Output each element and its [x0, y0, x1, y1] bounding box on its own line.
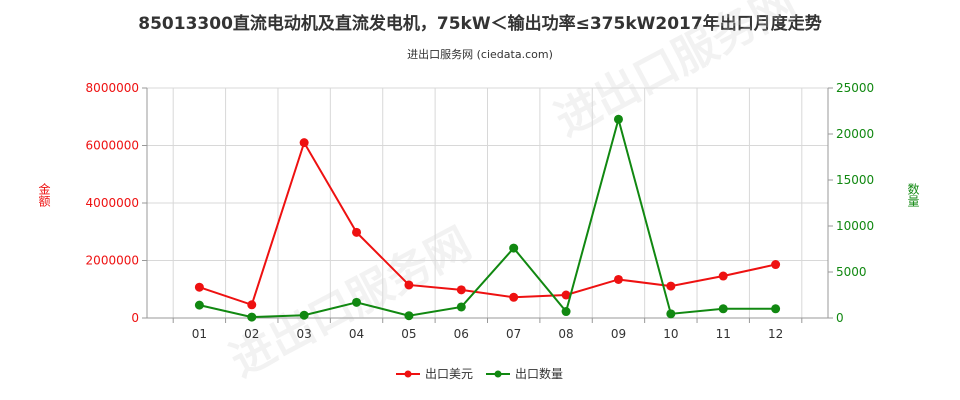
y-left-tick-label: 8000000: [86, 81, 139, 95]
axes-layer: 0 2000000 4000000 6000000 8000000 0 5000 10000 1…: [37, 81, 920, 341]
series-layer: [194, 114, 781, 322]
series-2-point: [771, 304, 781, 314]
series-2-point: [666, 309, 676, 319]
y-right-tick-label: 15000: [836, 173, 874, 187]
legend-swatch-dot: [404, 370, 412, 378]
x-tick-label: 07: [506, 327, 521, 341]
svg-text:进出口服务网: 进出口服务网: [547, 0, 804, 146]
y-right-tick-label: 20000: [836, 127, 874, 141]
chart-subtitle: 进出口服务网 (ciedata.com): [407, 48, 553, 61]
series-1-point: [247, 300, 257, 310]
y-left-tick-label: 0: [131, 311, 139, 325]
series-1-point: [771, 260, 781, 270]
series-2-point: [352, 297, 362, 307]
x-tick-label: 04: [349, 327, 364, 341]
y-left-tick-label: 4000000: [86, 196, 139, 210]
x-tick-label: 12: [768, 327, 783, 341]
series-2-point: [404, 311, 414, 321]
series-line-1: [199, 140, 776, 307]
series-2-point: [718, 304, 728, 314]
x-tick-label: 09: [611, 327, 626, 341]
grid-layer: [147, 87, 828, 319]
legend-swatch-dot: [494, 370, 502, 378]
y-right-tick-label: 5000: [836, 265, 867, 279]
series-2-point: [247, 312, 257, 322]
series-1-point: [561, 290, 571, 300]
y-right-axis-title: 数量: [906, 182, 920, 207]
series-1-point: [404, 280, 414, 290]
x-tick-label: 03: [297, 327, 312, 341]
series-1-point: [456, 285, 466, 295]
y-right-tick-label: 10000: [836, 219, 874, 233]
x-tick-label: 11: [716, 327, 731, 341]
svg-text:进出口服务网: 进出口服务网: [222, 218, 479, 387]
series-line-2: [199, 115, 776, 319]
chart-title: 85013300直流电动机及直流发电机，75kW＜输出功率≤375kW2017年…: [138, 14, 822, 34]
x-tick-label: 06: [454, 327, 469, 341]
series-1-point: [613, 274, 623, 284]
legend-label: 出口美元: [425, 367, 473, 381]
series-2-point: [299, 310, 309, 320]
x-tick-label: 10: [663, 327, 678, 341]
series-2-point: [509, 243, 519, 253]
y-right-tick-label: 0: [836, 311, 844, 325]
x-tick-label: 05: [401, 327, 416, 341]
series-1-point: [299, 138, 309, 148]
y-left-axis-title: 金额: [37, 182, 51, 208]
series-2-point: [613, 114, 623, 124]
y-left-tick-label: 6000000: [86, 139, 139, 153]
y-right-tick-label: 25000: [836, 81, 874, 95]
series-1-point: [509, 292, 519, 302]
series-2-point: [194, 300, 204, 310]
legend: 出口美元 出口数量: [396, 366, 563, 381]
x-tick-label: 08: [558, 327, 573, 341]
series-1-point: [666, 281, 676, 291]
y-left-tick-label: 2000000: [86, 254, 139, 268]
series-1-point: [194, 282, 204, 292]
series-1-point: [352, 227, 362, 237]
x-tick-label: 02: [244, 327, 259, 341]
legend-label: 出口数量: [515, 366, 563, 381]
series-2-point: [561, 307, 571, 317]
series-1-point: [718, 271, 728, 281]
series-2-point: [456, 302, 466, 312]
x-tick-label: 01: [192, 327, 207, 341]
